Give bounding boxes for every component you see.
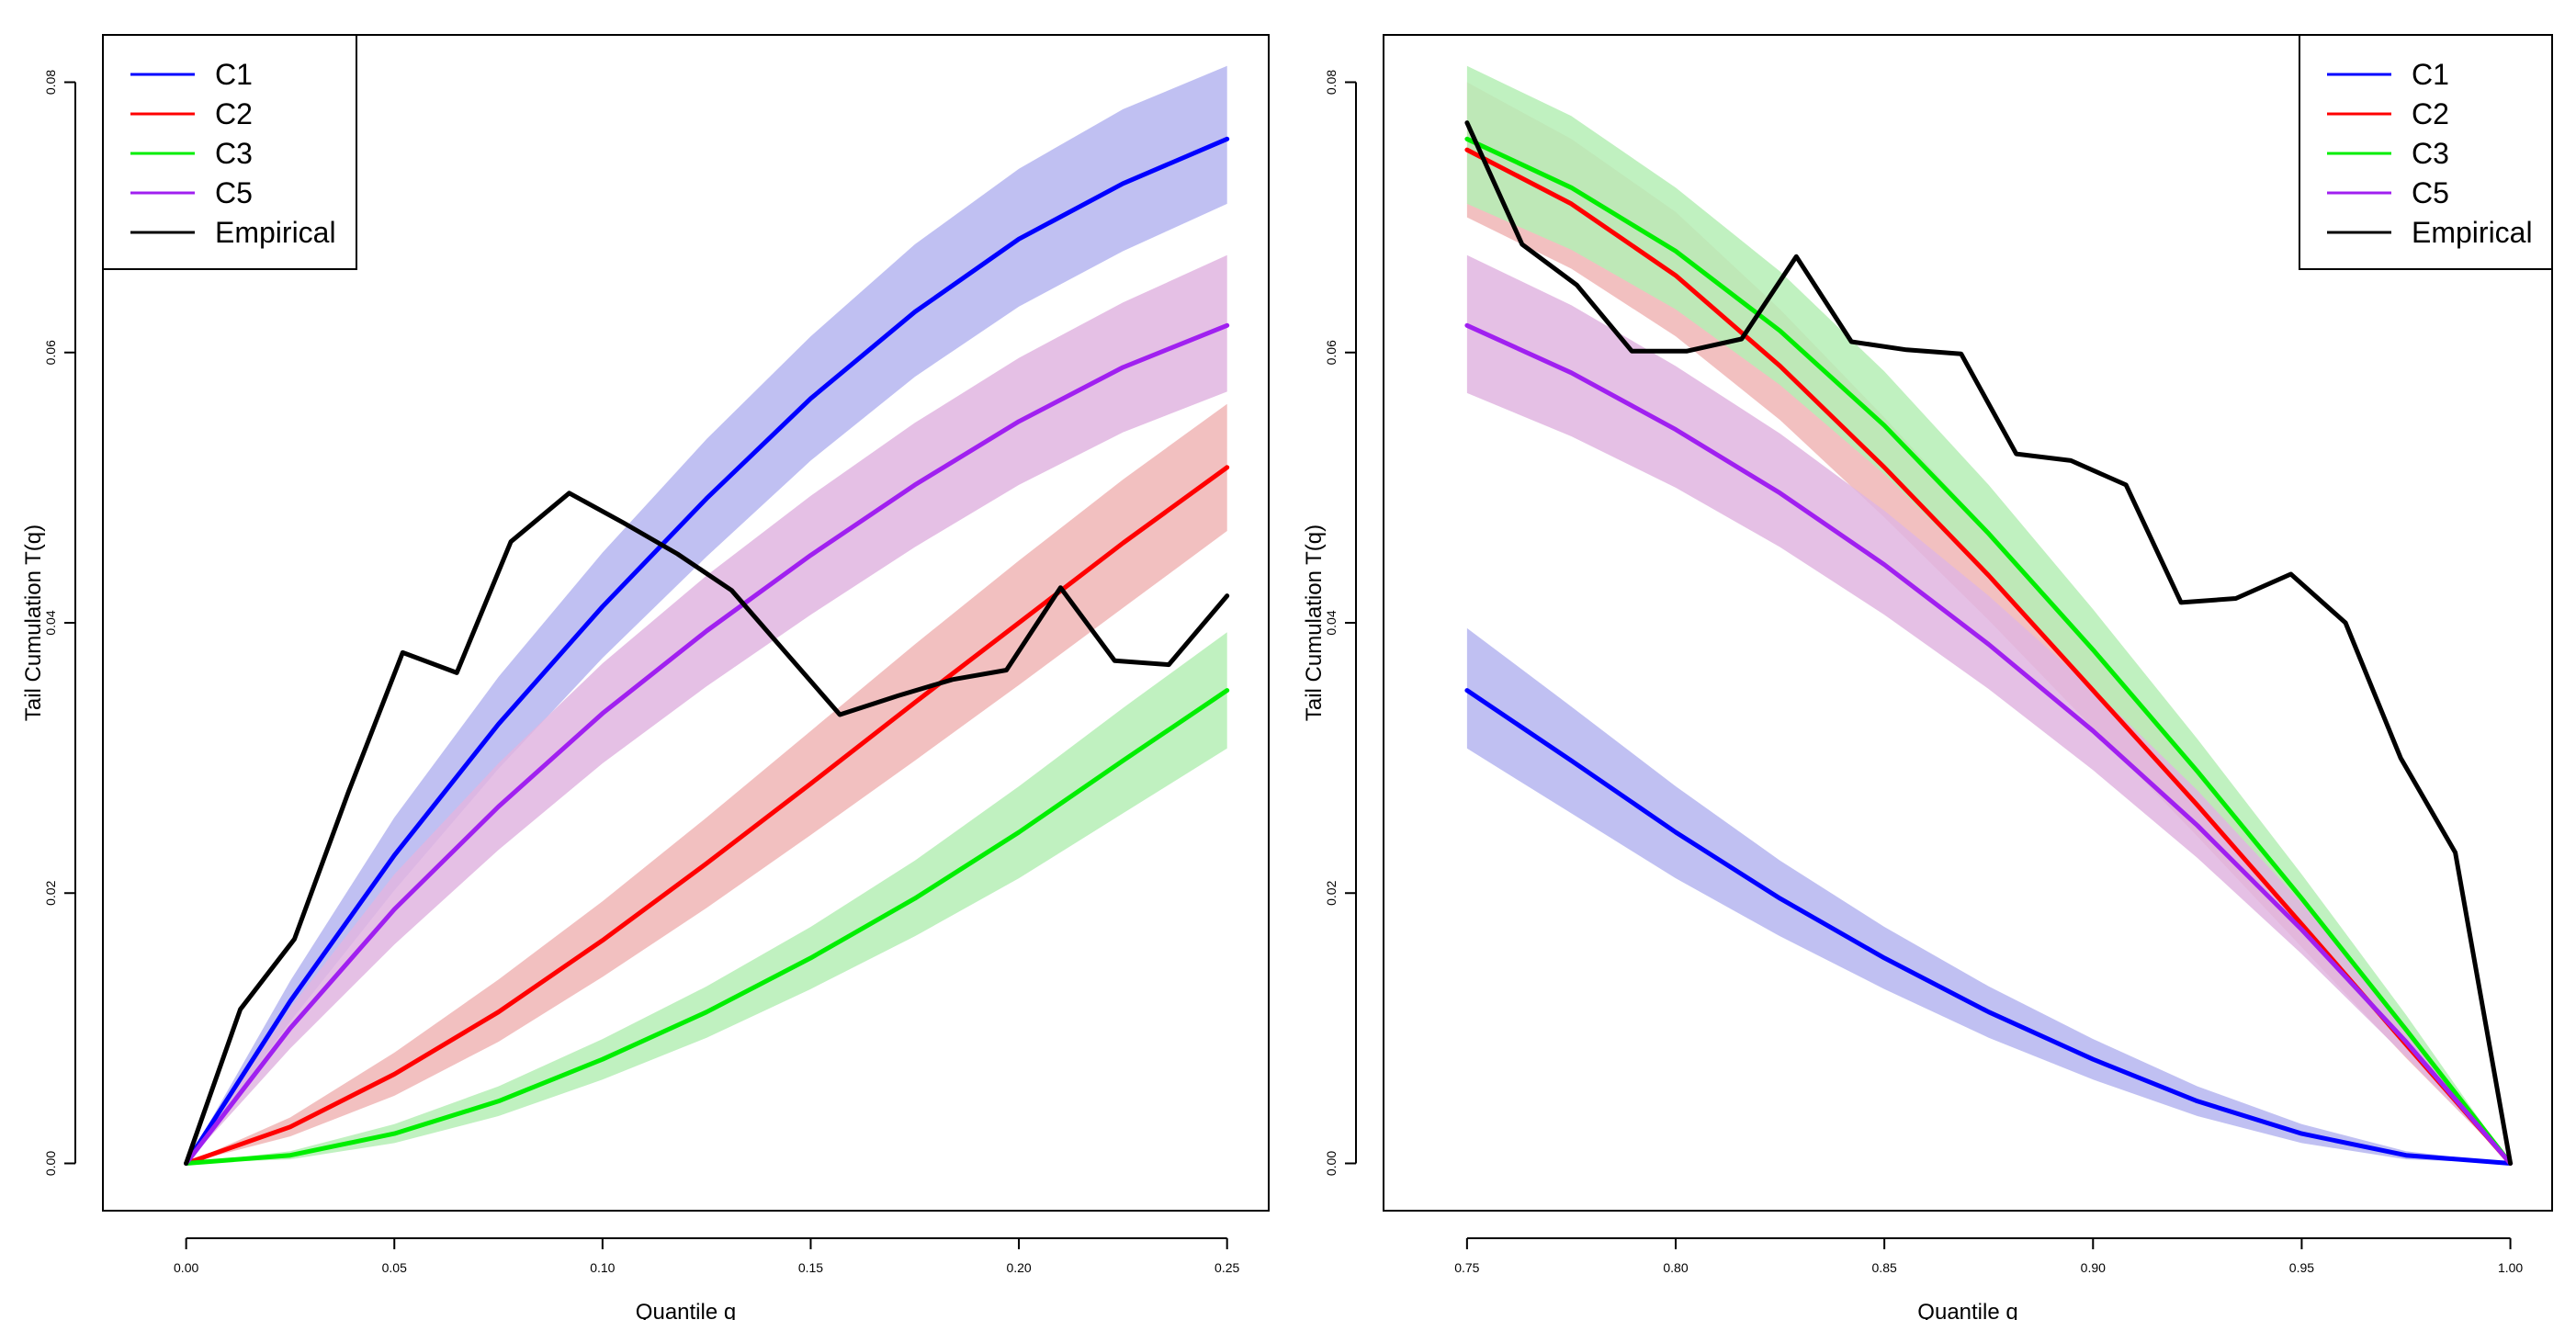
y-tick-label: 0.02: [43, 880, 58, 905]
series-line-c1: [1464, 688, 2514, 1166]
legend-label-empirical: Empirical: [2412, 216, 2533, 249]
x-tick-label: 0.00: [174, 1260, 198, 1275]
series-line-c3: [1464, 136, 2514, 1166]
legend-label-c2: C2: [215, 97, 253, 130]
y-tick-label: 0.04: [43, 610, 58, 635]
series-line-empirical: [1464, 120, 2514, 1166]
x-tick-label: 0.20: [1006, 1260, 1031, 1275]
band-c1: [186, 65, 1227, 1164]
x-axis-label: Quantile q: [636, 1300, 736, 1320]
y-tick-label: 0.04: [1324, 610, 1339, 635]
band-c1: [1466, 627, 2511, 1164]
band-c2: [1466, 82, 2511, 1164]
legend-label-c5: C5: [215, 176, 253, 209]
x-tick-label: 0.90: [2081, 1260, 2106, 1275]
series-line-c3: [184, 688, 1230, 1166]
x-tick-label: 0.80: [1663, 1260, 1688, 1275]
legend-label-c1: C1: [215, 58, 253, 91]
band-c2: [186, 403, 1227, 1164]
x-tick-label: 0.05: [382, 1260, 407, 1275]
legend-label-empirical: Empirical: [215, 216, 336, 249]
y-tick-label: 0.08: [1324, 70, 1339, 95]
x-tick-label: 0.15: [798, 1260, 823, 1275]
x-tick-label: 0.95: [2289, 1260, 2314, 1275]
x-tick-label: 0.75: [1454, 1260, 1479, 1275]
x-tick-label: 1.00: [2498, 1260, 2523, 1275]
band-c5: [186, 254, 1227, 1164]
series-line-empirical: [184, 491, 1230, 1166]
x-tick-label: 0.85: [1872, 1260, 1897, 1275]
legend-label-c3: C3: [215, 137, 253, 170]
series-line-c1: [184, 136, 1230, 1166]
y-axis-label: Tail Cumulation T(q): [1302, 525, 1327, 721]
left-panel: 0.00 0.05 0.10 0.15 0.20 0.25 0.00 0.02 0.04 0.06…: [21, 34, 1270, 1320]
x-tick-label: 0.25: [1215, 1260, 1239, 1275]
y-axis-label: Tail Cumulation T(q): [21, 525, 46, 721]
plot-frame: [1383, 34, 2553, 1212]
y-tick-label: 0.06: [43, 340, 58, 365]
right-panel: 0.75 0.80 0.85 0.90 0.95 1.00 0.00 0.02 0.04 0.06…: [1302, 34, 2553, 1320]
y-tick-label: 0.00: [1324, 1151, 1339, 1176]
series-line-c5: [184, 322, 1230, 1166]
x-axis-label: Quantile q: [1917, 1300, 2017, 1320]
series-line-c5: [1464, 322, 2514, 1166]
y-tick-label: 0.08: [43, 70, 58, 95]
y-tick-label: 0.02: [1324, 880, 1339, 905]
legend: C1 C2 C3 C5 Empirical: [102, 34, 357, 270]
y-tick-label: 0.06: [1324, 340, 1339, 365]
legend: C1 C2 C3 C5 Empirical: [2299, 34, 2553, 270]
y-tick-label: 0.00: [43, 1151, 58, 1176]
legend-label-c5: C5: [2412, 176, 2449, 209]
legend-label-c1: C1: [2412, 58, 2449, 91]
legend-label-c3: C3: [2412, 137, 2449, 170]
plot-frame: [102, 34, 1270, 1212]
band-c5: [1466, 254, 2511, 1164]
legend-label-c2: C2: [2412, 97, 2449, 130]
x-tick-label: 0.10: [590, 1260, 615, 1275]
